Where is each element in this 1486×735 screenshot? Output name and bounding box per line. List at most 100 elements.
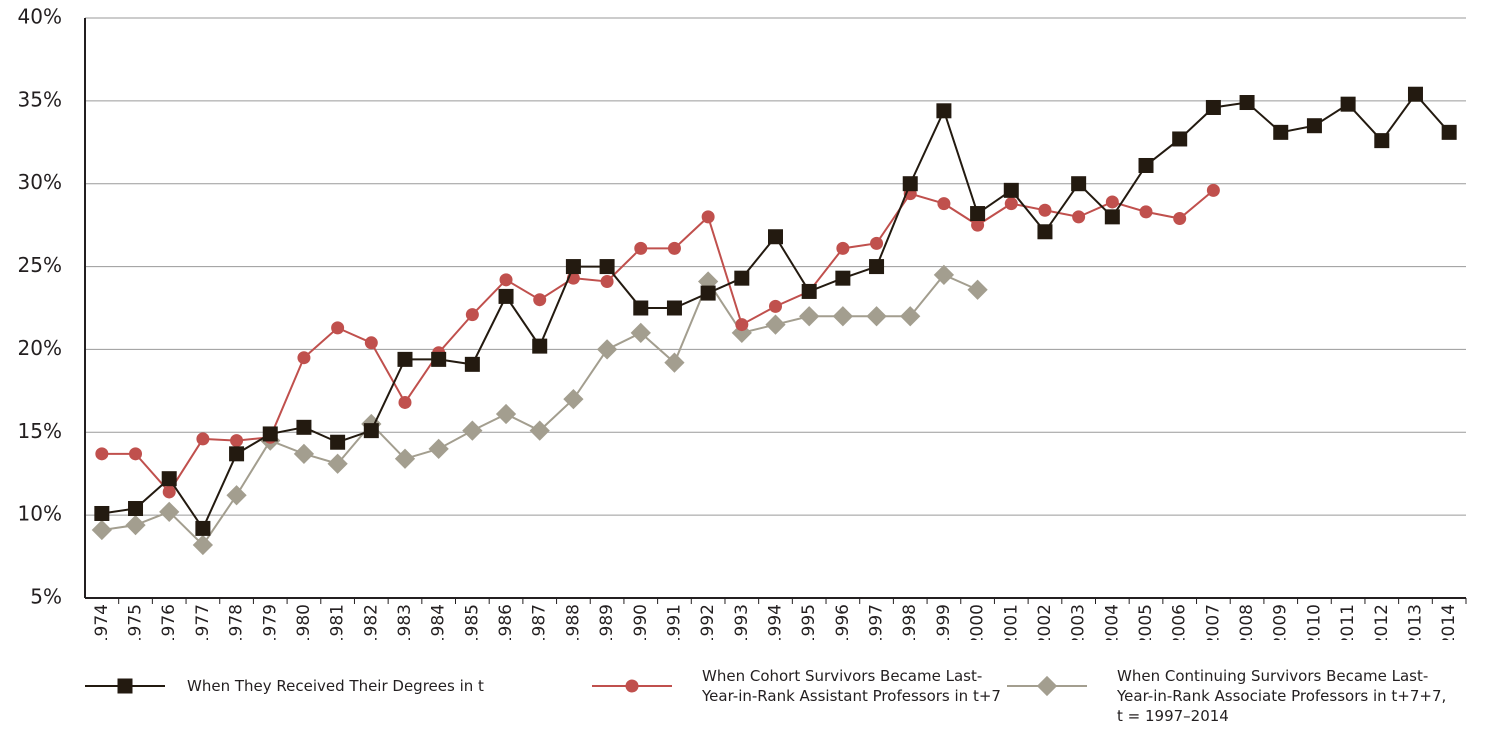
marker — [835, 270, 851, 286]
chart: 5% 10% 15% 20% 25% 30% 35% 40% 1974 1975 1976 1977 1… — [18, 5, 1467, 647]
marker — [599, 259, 615, 275]
marker — [1036, 675, 1058, 697]
marker — [1441, 124, 1457, 140]
marker — [162, 485, 176, 499]
marker — [159, 501, 180, 522]
marker — [1239, 95, 1255, 111]
x-tick-label: 1977 — [193, 604, 213, 640]
marker — [1105, 195, 1119, 209]
marker — [195, 520, 211, 536]
x-tick-label: 2004 — [1102, 604, 1122, 640]
x-tick-label: 2014 — [1439, 604, 1459, 640]
marker — [394, 448, 416, 469]
x-tick-label: 2009 — [1271, 604, 1291, 640]
marker — [327, 453, 348, 474]
marker — [1306, 118, 1322, 134]
x-tick-label: 1998 — [900, 604, 920, 640]
marker — [866, 306, 887, 327]
legend-label: When Continuing Survivors Became Last-Ye… — [1117, 667, 1447, 725]
marker — [428, 438, 449, 459]
marker — [600, 274, 614, 288]
marker — [869, 259, 885, 275]
marker — [397, 351, 413, 367]
x-tick-label: 1987 — [530, 604, 550, 640]
marker — [667, 241, 681, 255]
marker — [464, 356, 480, 372]
x-tick-label: 1989 — [597, 604, 617, 640]
x-tick-label: 1992 — [698, 604, 718, 640]
x-tick-label: 1980 — [294, 604, 314, 640]
x-tick-label: 2001 — [1001, 604, 1021, 640]
marker — [563, 389, 584, 410]
x-tick-label: 1994 — [766, 604, 786, 640]
y-tick-label: 40% — [18, 5, 62, 29]
marker — [1003, 182, 1019, 198]
x-tick-label: 2003 — [1069, 604, 1089, 640]
marker — [801, 283, 817, 299]
legend-item: When Cohort Survivors Became Last-Year-i… — [592, 666, 1002, 706]
marker — [900, 306, 921, 327]
y-tick-label: 10% — [18, 502, 62, 526]
x-tick-label: 1988 — [563, 604, 583, 640]
x-tick-label: 2000 — [968, 604, 988, 640]
marker — [832, 306, 853, 327]
legend-item: When They Received Their Degrees in t — [85, 676, 487, 696]
marker — [634, 241, 648, 255]
x-tick-label: 1976 — [159, 604, 179, 640]
x-tick-label: 1995 — [799, 604, 819, 640]
marker — [799, 306, 820, 327]
legend-swatch — [592, 679, 672, 693]
marker — [398, 395, 412, 409]
marker — [664, 352, 685, 373]
x-tick-label: 2005 — [1136, 604, 1156, 640]
marker — [596, 339, 618, 360]
x-tick-label: 1986 — [496, 604, 516, 640]
marker — [666, 300, 682, 316]
x-tick-label: 2010 — [1304, 604, 1324, 640]
marker — [870, 236, 884, 250]
x-tick-label: 2008 — [1237, 604, 1257, 640]
marker — [117, 678, 133, 694]
legend-item: When Continuing Survivors Became Last-Ye… — [1007, 666, 1447, 726]
marker — [331, 321, 345, 335]
marker — [735, 318, 749, 332]
marker — [565, 259, 581, 275]
x-tick-label: 1997 — [867, 604, 887, 640]
marker — [630, 322, 651, 343]
marker — [937, 197, 951, 211]
marker — [128, 501, 144, 517]
marker — [933, 264, 955, 285]
x-tick-label: 1996 — [833, 604, 853, 640]
marker — [734, 270, 750, 286]
marker — [262, 426, 278, 442]
x-tick-label: 2011 — [1338, 604, 1358, 640]
x-tick-label: 1991 — [664, 604, 684, 640]
marker — [1173, 212, 1187, 226]
x-tick-label: 1984 — [429, 604, 449, 640]
marker — [296, 419, 312, 435]
marker — [700, 285, 716, 301]
x-tick-label: 1985 — [462, 604, 482, 640]
x-tick-label: 2007 — [1203, 604, 1223, 640]
marker — [125, 514, 146, 536]
marker — [970, 206, 986, 222]
x-tick-label: 2006 — [1170, 604, 1190, 640]
marker — [129, 447, 143, 461]
marker — [971, 218, 985, 232]
marker — [364, 336, 378, 350]
y-tick-label: 15% — [18, 419, 62, 443]
marker — [1273, 124, 1289, 140]
marker — [633, 300, 649, 316]
marker — [1374, 133, 1390, 149]
x-tick-label: 1979 — [260, 604, 280, 640]
marker — [967, 279, 988, 300]
series-line — [101, 189, 1215, 494]
marker — [1205, 99, 1221, 115]
marker — [936, 103, 952, 119]
marker — [1340, 96, 1356, 112]
marker — [431, 351, 447, 367]
marker — [499, 273, 513, 287]
marker — [701, 210, 715, 224]
marker — [363, 423, 379, 439]
